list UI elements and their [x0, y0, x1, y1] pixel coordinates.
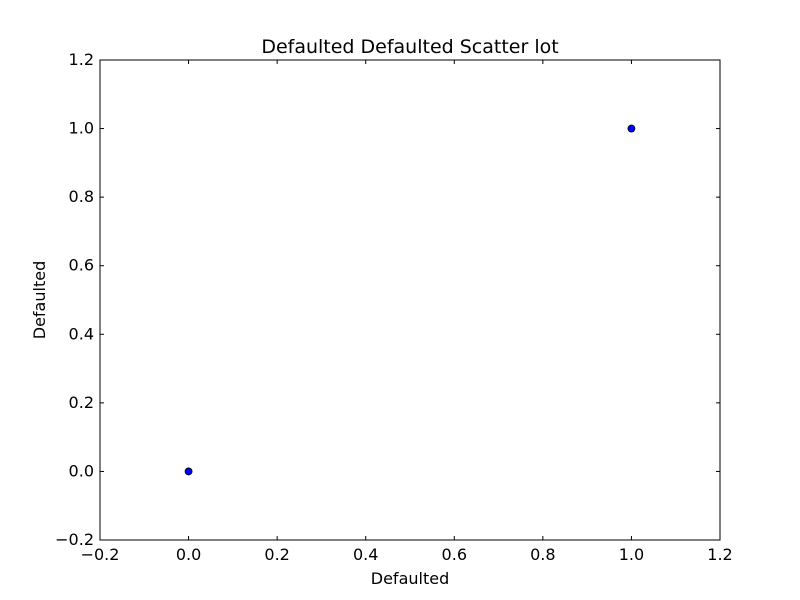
y-tick-label: 1.2	[69, 50, 94, 69]
scatter-point	[627, 124, 636, 133]
y-tick-label: 0.6	[69, 256, 94, 275]
y-tick-label: 0.0	[69, 461, 94, 480]
x-axis-label: Defaulted	[371, 569, 449, 588]
x-tick-label: 0.6	[442, 545, 467, 564]
y-tick-label: −0.2	[55, 530, 94, 549]
x-tick-label: 0.2	[264, 545, 289, 564]
x-tick-label: 0.0	[176, 545, 201, 564]
scatter-points	[184, 124, 636, 476]
y-tick-label: 1.0	[69, 119, 94, 138]
y-tick-label: 0.4	[69, 324, 94, 343]
x-tick-label: 1.0	[619, 545, 644, 564]
y-tick-label: 0.8	[69, 187, 94, 206]
plot-area	[99, 59, 721, 541]
y-axis-label: Defaulted	[30, 261, 49, 339]
y-axis: −0.2 0.0 0.2 0.4 0.6 0.8 1.0 1.2	[55, 50, 720, 549]
x-tick-label: 0.8	[530, 545, 555, 564]
y-tick-label: 0.2	[69, 393, 94, 412]
chart-title: Defaulted Defaulted Scatter lot	[261, 36, 558, 58]
x-tick-label: 1.2	[707, 545, 732, 564]
scatter-point	[184, 467, 193, 476]
x-tick-label: −0.2	[81, 545, 120, 564]
x-axis: −0.2 0.0 0.2 0.4 0.6 0.8 1.0 1.2	[81, 60, 733, 564]
x-tick-label: 0.4	[353, 545, 378, 564]
